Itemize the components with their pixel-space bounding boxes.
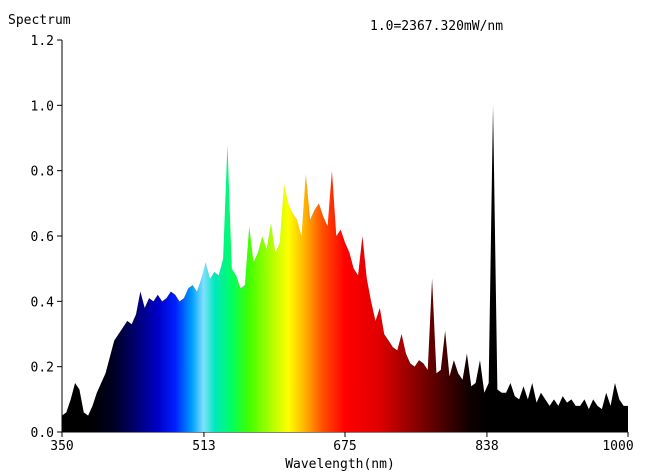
y-ticks: 0.0 0.2 0.4 0.6 0.8 1.0 1.2 (31, 34, 62, 441)
x-tick-label: 350 (50, 439, 73, 454)
scale-note: 1.0=2367.320mW/nm (370, 19, 503, 34)
x-tick-label: 513 (192, 439, 215, 454)
spectrum-area (62, 105, 628, 432)
y-tick-label: 0.4 (31, 295, 55, 310)
x-tick-label: 1000 (602, 439, 633, 454)
y-tick-label: 1.0 (31, 99, 54, 114)
y-tick-label: 1.2 (31, 34, 54, 49)
y-tick-label: 0.2 (31, 361, 54, 376)
y-axis-label: Spectrum (8, 13, 71, 28)
x-ticks: 350 513 675 838 1000 (50, 432, 634, 454)
x-tick-label: 838 (475, 439, 498, 454)
y-tick-label: 0.8 (31, 165, 54, 180)
x-axis-label: Wavelength(nm) (285, 457, 395, 472)
x-tick-label: 675 (333, 439, 356, 454)
y-tick-label: 0.6 (31, 230, 54, 245)
y-tick-label: 0.0 (31, 426, 54, 441)
